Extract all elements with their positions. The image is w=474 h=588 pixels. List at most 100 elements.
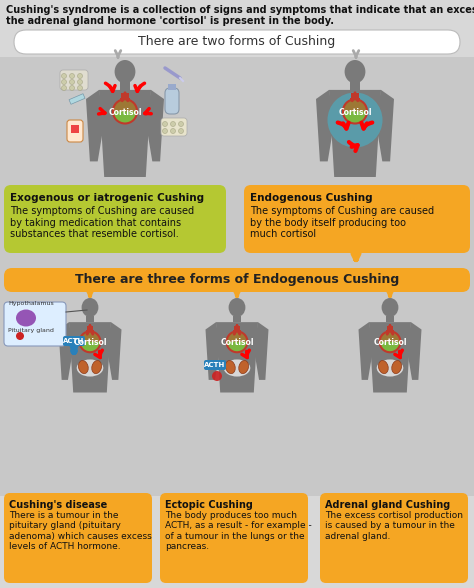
Polygon shape [146, 90, 164, 161]
Text: There are two forms of Cushing: There are two forms of Cushing [138, 35, 336, 48]
Bar [386, 330, 394, 336]
FancyBboxPatch shape [320, 493, 468, 583]
Polygon shape [216, 322, 258, 393]
Circle shape [62, 74, 66, 79]
FancyBboxPatch shape [160, 493, 308, 583]
Polygon shape [407, 322, 421, 380]
Bar [350, 98, 360, 105]
Circle shape [171, 122, 175, 126]
Text: Cortisol: Cortisol [373, 338, 407, 348]
Circle shape [212, 371, 222, 381]
FancyArrow shape [233, 316, 241, 322]
Ellipse shape [115, 60, 136, 83]
Text: Ectopic Cushing: Ectopic Cushing [165, 500, 253, 510]
Text: The symptoms of Cushing are caused
by taking medication that contains
substances: The symptoms of Cushing are caused by ta… [10, 206, 194, 239]
FancyBboxPatch shape [244, 185, 470, 253]
Text: the adrenal gland hormone 'cortisol' is present in the body.: the adrenal gland hormone 'cortisol' is … [6, 16, 334, 26]
Polygon shape [107, 322, 121, 380]
Polygon shape [86, 90, 104, 161]
FancyBboxPatch shape [67, 120, 83, 142]
Ellipse shape [77, 359, 103, 376]
Ellipse shape [377, 359, 403, 376]
Ellipse shape [343, 99, 367, 123]
Ellipse shape [378, 360, 388, 373]
Circle shape [179, 122, 183, 126]
Bar [86, 330, 94, 336]
Ellipse shape [239, 360, 248, 373]
Bar [120, 98, 130, 105]
FancyArrow shape [386, 316, 394, 322]
Circle shape [62, 85, 66, 91]
Ellipse shape [113, 99, 137, 123]
Polygon shape [316, 90, 334, 161]
Bar [351, 93, 359, 98]
FancyBboxPatch shape [165, 88, 179, 114]
Circle shape [70, 79, 74, 85]
Text: Cortisol: Cortisol [338, 108, 372, 117]
Text: ACTH: ACTH [64, 338, 85, 344]
FancyArrow shape [120, 82, 129, 90]
Ellipse shape [392, 360, 401, 373]
Text: Exogenous or iatrogenic Cushing: Exogenous or iatrogenic Cushing [10, 193, 204, 203]
Ellipse shape [345, 60, 365, 83]
Text: Cortisol: Cortisol [73, 338, 107, 348]
FancyBboxPatch shape [204, 360, 226, 370]
Polygon shape [58, 322, 73, 380]
Bar [121, 93, 129, 98]
Polygon shape [369, 322, 411, 393]
Polygon shape [206, 322, 220, 380]
Text: Cortisol: Cortisol [220, 338, 254, 348]
Text: There are three forms of Endogenous Cushing: There are three forms of Endogenous Cush… [75, 273, 399, 286]
Polygon shape [329, 90, 381, 177]
Text: The excess cortisol production
is caused by a tumour in the
adrenal gland.: The excess cortisol production is caused… [325, 511, 463, 541]
FancyBboxPatch shape [60, 70, 88, 90]
Polygon shape [376, 90, 394, 161]
Ellipse shape [226, 360, 235, 373]
FancyArrow shape [86, 316, 94, 322]
Circle shape [179, 129, 183, 133]
Ellipse shape [82, 298, 99, 317]
Circle shape [78, 79, 82, 85]
Bar [233, 330, 241, 336]
Text: Cortisol: Cortisol [108, 108, 142, 117]
Ellipse shape [16, 309, 36, 326]
Bar [387, 326, 393, 330]
Text: Cushing's disease: Cushing's disease [9, 500, 107, 510]
FancyBboxPatch shape [63, 336, 85, 346]
Text: The symptoms of Cushing are caused
by the body itself producing too
much cortiso: The symptoms of Cushing are caused by th… [250, 206, 434, 239]
Ellipse shape [92, 360, 101, 373]
Circle shape [70, 85, 74, 91]
Bar [168, 84, 176, 90]
Text: Cushing's syndrome is a collection of signs and symptoms that indicate that an e: Cushing's syndrome is a collection of si… [6, 5, 474, 15]
Polygon shape [254, 322, 268, 380]
Polygon shape [99, 90, 151, 177]
Bar [87, 326, 93, 330]
Circle shape [78, 74, 82, 79]
Circle shape [163, 122, 167, 126]
FancyBboxPatch shape [4, 493, 152, 583]
Ellipse shape [79, 360, 88, 373]
Ellipse shape [228, 298, 246, 317]
FancyBboxPatch shape [0, 296, 474, 496]
FancyBboxPatch shape [4, 185, 226, 253]
Text: ACTH: ACTH [204, 362, 226, 368]
Text: Endogenous Cushing: Endogenous Cushing [250, 193, 373, 203]
Text: Adrenal gland Cushing: Adrenal gland Cushing [325, 500, 450, 510]
Circle shape [70, 74, 74, 79]
Polygon shape [358, 322, 373, 380]
Text: The body produces too much
ACTH, as a result - for example -
of a tumour in the : The body produces too much ACTH, as a re… [165, 511, 312, 551]
Circle shape [16, 332, 24, 340]
Ellipse shape [382, 298, 399, 317]
Ellipse shape [227, 332, 247, 352]
Circle shape [78, 85, 82, 91]
FancyBboxPatch shape [4, 302, 66, 346]
FancyBboxPatch shape [161, 118, 187, 136]
Ellipse shape [224, 359, 250, 376]
Text: Pituitary gland: Pituitary gland [8, 328, 54, 333]
FancyArrow shape [350, 82, 360, 90]
Text: Hypothalamus: Hypothalamus [8, 301, 54, 306]
Ellipse shape [328, 92, 383, 148]
Bar [234, 326, 240, 330]
Polygon shape [69, 322, 111, 393]
FancyArrow shape [69, 93, 85, 104]
